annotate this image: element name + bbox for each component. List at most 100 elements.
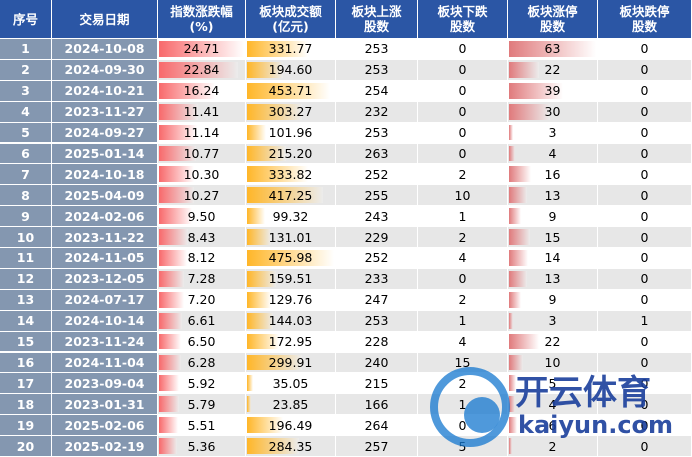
table-cell: 3 [0, 80, 52, 102]
cell-text: 5 [548, 375, 557, 391]
cell-text: 0 [640, 334, 649, 350]
table-cell: 19 [0, 415, 52, 437]
data-bar [159, 229, 188, 245]
cell-text: 2025-02-19 [64, 438, 145, 454]
cell-text: 1 [640, 313, 649, 329]
cell-text: 5.36 [187, 438, 216, 454]
cell-text: 0 [640, 41, 649, 57]
cell-text: 2023-12-05 [64, 271, 145, 287]
table-cell: 20 [0, 436, 52, 457]
cell-text: 5 [21, 125, 30, 141]
cell-text: 2023-11-24 [64, 334, 145, 350]
table-cell: 9 [508, 289, 598, 311]
table-cell: 264 [336, 415, 418, 437]
data-bar [509, 438, 512, 454]
cell-text: 18 [16, 396, 35, 412]
data-bar [247, 354, 302, 371]
table-cell: 131.01 [246, 227, 336, 248]
cell-text: 0 [458, 417, 467, 433]
cell-text: 13 [16, 292, 35, 308]
table-cell: 15 [508, 227, 598, 248]
cell-text: 253 [364, 125, 389, 141]
cell-text: 4 [548, 396, 557, 412]
data-bar [159, 250, 187, 266]
cell-text: 5.51 [187, 417, 216, 433]
cell-text: 16 [544, 166, 561, 182]
data-bar [509, 145, 515, 162]
table-cell: 253 [336, 122, 418, 144]
cell-text: 0 [458, 145, 467, 161]
data-bar [247, 145, 287, 162]
data-bar [159, 396, 179, 413]
table-cell: 4 [0, 101, 52, 123]
table-cell: 194.60 [246, 59, 336, 81]
cell-text: 3 [21, 83, 30, 99]
cell-text: 0 [640, 208, 649, 224]
data-bar [159, 145, 197, 162]
table-cell: 172.95 [246, 331, 336, 353]
cell-text: 2024-10-14 [64, 313, 145, 329]
table-cell: 2024-02-06 [52, 206, 158, 228]
table-cell: 0 [598, 101, 692, 123]
cell-text: 0 [640, 187, 649, 203]
cell-text: 2024-11-04 [64, 354, 145, 370]
table-cell: 6 [508, 415, 598, 437]
cell-text: 2024-09-27 [64, 125, 145, 141]
table-cell: 6.28 [158, 352, 246, 374]
cell-text: 13 [544, 271, 561, 287]
table-cell: 166 [336, 394, 418, 416]
cell-text: 16 [16, 354, 35, 370]
table-cell: 5.79 [158, 394, 246, 416]
cell-text: 2 [458, 229, 467, 245]
header-cell: 交易日期 [52, 0, 158, 39]
data-bar [159, 438, 178, 454]
table-cell: 2 [418, 227, 508, 248]
cell-text: 8.43 [187, 229, 216, 245]
cell-text: 7.20 [187, 292, 216, 308]
cell-text: 10 [454, 187, 471, 203]
table-cell: 0 [598, 59, 692, 81]
table-cell: 5.36 [158, 436, 246, 457]
table-cell: 2023-01-31 [52, 394, 158, 416]
cell-text: 30 [544, 104, 561, 120]
cell-text: 2024-09-30 [64, 62, 145, 78]
data-bar [247, 208, 266, 225]
table-cell: 475.98 [246, 248, 336, 269]
cell-text: 10.77 [183, 145, 220, 161]
cell-text: 252 [364, 250, 389, 266]
cell-text: 0 [640, 125, 649, 141]
cell-text: 0 [458, 83, 467, 99]
table-cell: 2 [418, 289, 508, 311]
cell-text: 131.01 [268, 229, 313, 245]
cell-text: 233 [364, 271, 389, 287]
table-cell: 255 [336, 185, 418, 207]
table-cell: 7 [0, 164, 52, 186]
table-cell: 263 [336, 143, 418, 165]
table-cell: 2025-01-14 [52, 143, 158, 165]
header-cell: 板块跌停 股数 [598, 0, 692, 39]
table-cell: 1 [598, 310, 692, 332]
data-bar [509, 291, 522, 308]
cell-text: 252 [364, 166, 389, 182]
cell-text: 2025-02-06 [64, 417, 145, 433]
table-cell: 215 [336, 373, 418, 395]
table-cell: 10.27 [158, 185, 246, 207]
data-bar [509, 103, 551, 120]
table-cell: 0 [598, 227, 692, 248]
table-cell: 16 [508, 164, 598, 186]
cell-text: 0 [640, 271, 649, 287]
header-text: 股数 [631, 19, 657, 34]
data-bar [509, 208, 522, 225]
data-bar [159, 354, 181, 371]
table-cell: 333.82 [246, 164, 336, 186]
table-cell: 23.85 [246, 394, 336, 416]
data-bar [247, 438, 299, 454]
table-cell: 159.51 [246, 268, 336, 290]
cell-text: 159.51 [268, 271, 313, 287]
data-bar [247, 312, 274, 329]
table-cell: 4 [508, 143, 598, 165]
cell-text: 11 [16, 250, 35, 266]
data-bar [159, 312, 182, 329]
cell-text: 247 [364, 292, 389, 308]
cell-text: 2025-01-14 [64, 145, 145, 161]
